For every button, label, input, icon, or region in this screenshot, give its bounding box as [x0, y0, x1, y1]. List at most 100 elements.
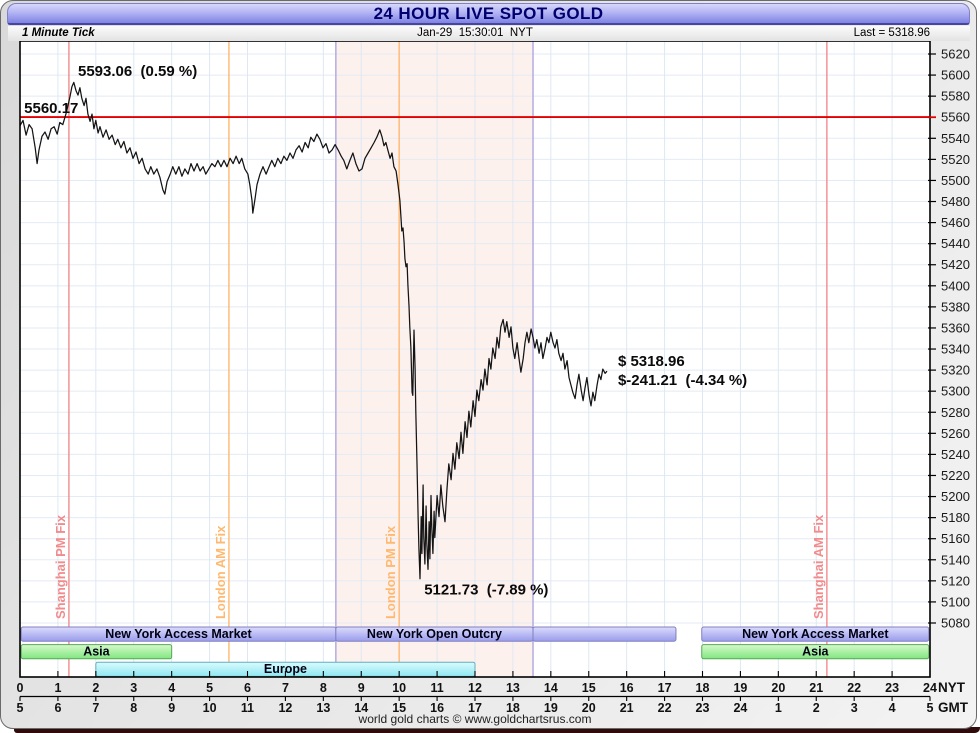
y-axis-label: 5480: [941, 194, 970, 209]
y-axis-label: 5220: [941, 468, 970, 483]
gmt-tick-label: 22: [658, 701, 672, 715]
nyt-tick-label: 16: [620, 681, 634, 695]
nyt-tick-label: 5: [206, 681, 213, 695]
open-label: 5560.17: [24, 100, 78, 117]
session-bar-new-york-access-market: [701, 626, 930, 642]
nyt-tick-label: 11: [430, 681, 443, 695]
nyt-tick-label: 13: [506, 681, 520, 695]
pink-session-band: [335, 41, 534, 677]
nyt-tick-label: 15: [582, 681, 596, 695]
window-drop-shadow: [14, 727, 980, 733]
y-axis-label: 5500: [941, 173, 970, 188]
nyt-tick-label: 21: [809, 681, 823, 695]
y-axis-label: 5620: [941, 47, 970, 62]
gmt-tick-label: 19: [544, 701, 558, 715]
gmt-tick-label: 3: [851, 701, 858, 715]
chart-timestamp: Jan-29 15:30:01 NYT: [417, 27, 533, 39]
last-price-readout: Last = 5318.96: [853, 27, 930, 39]
nyt-tick-label: 2: [92, 681, 99, 695]
y-axis-label: 5200: [941, 489, 970, 504]
gmt-tick-label: 24: [733, 701, 747, 715]
y-axis-label: 5420: [941, 257, 970, 272]
session-bar-asia: [701, 644, 930, 660]
subheader-strip: [8, 26, 970, 41]
gmt-tick-label: 11: [241, 701, 254, 715]
gmt-tick-label: 5: [17, 701, 24, 715]
nyt-axis-title: NYT: [938, 680, 966, 695]
gmt-tick-label: 14: [354, 701, 368, 715]
london-am-fix-label: London AM Fix: [213, 525, 228, 619]
tick-interval-label: 1 Minute Tick: [22, 27, 95, 39]
nyt-tick-label: 22: [847, 681, 861, 695]
session-label: New York Open Outcry: [367, 627, 502, 641]
page-title: 24 HOUR LIVE SPOT GOLD: [373, 4, 604, 23]
gmt-tick-label: 16: [430, 701, 444, 715]
footer-credit: world gold charts © www.goldchartsrus.co…: [358, 712, 592, 726]
y-axis-label: 5100: [941, 594, 970, 609]
nyt-tick-label: 17: [658, 681, 672, 695]
y-axis-label: 5340: [941, 342, 970, 357]
session-label: New York Access Market: [742, 627, 889, 641]
gmt-tick-label: 18: [506, 701, 520, 715]
gmt-tick-label: 1: [775, 701, 782, 715]
title-bar: 24 HOUR LIVE SPOT GOLD: [7, 3, 970, 25]
gmt-tick-label: 20: [582, 701, 596, 715]
gmt-tick-label: 12: [278, 701, 292, 715]
nyt-tick-label: 20: [771, 681, 785, 695]
nyt-tick-label: 8: [320, 681, 327, 695]
y-axis-label: 5180: [941, 510, 970, 525]
last-change: $-241.21 (-4.34 %): [618, 372, 747, 389]
gmt-tick-label: 7: [92, 701, 99, 715]
y-axis-label: 5300: [941, 384, 970, 399]
y-axis-label: 5380: [941, 299, 970, 314]
nyt-tick-label: 23: [885, 681, 899, 695]
nyt-tick-label: 0: [17, 681, 24, 695]
gmt-tick-label: 5: [927, 701, 934, 715]
y-axis-label: 5120: [941, 573, 970, 588]
nyt-tick-label: 9: [358, 681, 365, 695]
gmt-tick-label: 8: [130, 701, 137, 715]
y-axis-label: 5580: [941, 89, 970, 104]
y-axis-label: 5600: [941, 68, 970, 83]
session-label: New York Access Market: [105, 627, 252, 641]
nyt-tick-label: 12: [468, 681, 482, 695]
y-axis-label: 5560: [941, 110, 970, 125]
gmt-tick-label: 6: [54, 701, 61, 715]
session-label: Europe: [264, 662, 307, 676]
nyt-tick-label: 24: [923, 681, 937, 695]
gmt-tick-label: 17: [468, 701, 482, 715]
low-label: 5121.73 (-7.89 %): [424, 582, 548, 599]
gmt-tick-label: 15: [392, 701, 406, 715]
session-label: Asia: [83, 645, 110, 659]
nyt-tick-label: 14: [544, 681, 558, 695]
y-axis-label: 5280: [941, 405, 970, 420]
london-pm-fix-label: London PM Fix: [383, 525, 398, 619]
session-bar-asia: [20, 644, 173, 660]
y-axis-label: 5540: [941, 131, 970, 146]
y-axis-label: 5260: [941, 426, 970, 441]
nyt-tick-label: 3: [130, 681, 137, 695]
nyt-tick-label: 1: [54, 681, 61, 695]
gmt-axis-title: GMT: [938, 700, 969, 715]
subheader-texts: 1 Minute Tick Jan-29 15:30:01 NYT Last =…: [20, 27, 930, 40]
gmt-tick-label: 4: [889, 701, 896, 715]
y-axis-label: 5460: [941, 215, 970, 230]
y-axis-label: 5240: [941, 447, 970, 462]
y-axis-label: 5360: [941, 320, 970, 335]
y-axis-label: 5440: [941, 236, 970, 251]
nyt-tick-label: 18: [696, 681, 710, 695]
nyt-tick-label: 10: [392, 681, 406, 695]
shanghai-pm-fix-label: Shanghai PM Fix: [53, 514, 68, 619]
last-price: $ 5318.96: [618, 353, 685, 370]
y-axis-label: 5400: [941, 278, 970, 293]
y-axis-label: 5160: [941, 531, 970, 546]
y-axis-label: 5320: [941, 363, 970, 378]
nyt-tick-label: 19: [733, 681, 747, 695]
gmt-tick-label: 13: [316, 701, 330, 715]
nyt-tick-label: 6: [244, 681, 251, 695]
y-axis-label: 5520: [941, 152, 970, 167]
nyt-tick-label: 4: [168, 681, 175, 695]
gmt-tick-label: 9: [168, 701, 175, 715]
